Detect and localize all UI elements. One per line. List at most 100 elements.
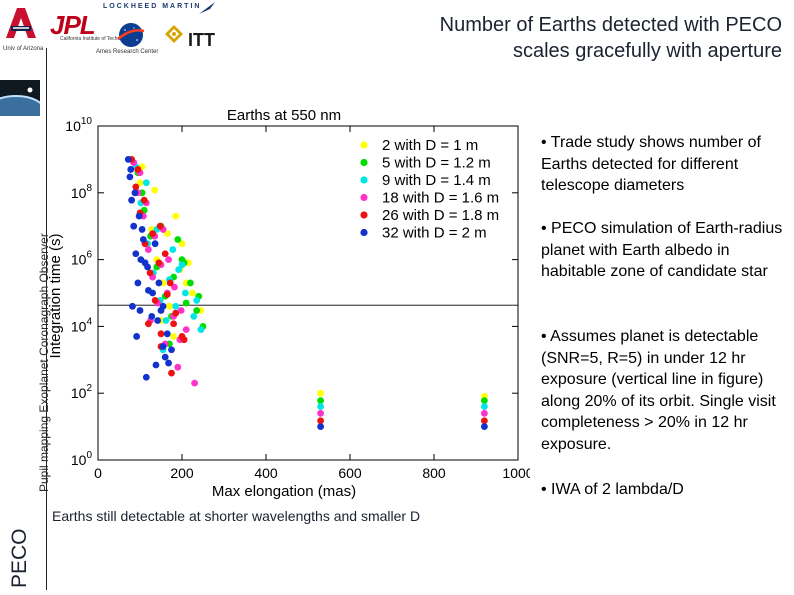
data-point [178,256,186,263]
data-point [481,409,488,417]
data-point [177,307,185,314]
data-point [132,250,140,258]
x-tick-label: 400 [254,465,278,481]
y-axis-label: Integration time (s) [47,233,64,358]
legend-marker [360,176,368,184]
data-point [151,240,159,248]
sidebar-divider [46,48,47,590]
data-point [163,291,171,298]
y-tick-label: 104 [71,316,93,334]
jpl-logo: JPL [50,10,96,40]
data-point [126,173,134,181]
x-tick-label: 800 [422,465,446,481]
data-point [189,289,196,297]
data-point [168,369,175,377]
data-point [481,423,488,430]
data-point [154,317,162,324]
data-point [187,279,194,287]
data-point [161,353,169,361]
data-point [190,312,198,320]
data-point [165,359,172,367]
data-point [139,236,147,243]
nasa-logo [117,23,145,47]
data-point [166,279,174,287]
data-point [178,261,186,269]
sidebar-title: PECO [8,528,31,588]
data-point [169,246,177,253]
data-point [127,166,135,173]
data-point [131,189,139,197]
itt-mark-icon [165,25,183,43]
data-point [172,212,180,220]
data-point [137,256,145,263]
data-point [180,336,188,344]
data-point [146,269,154,277]
data-point [163,330,171,338]
bullet-simulation: • PECO simulation of Earth-radius planet… [541,220,783,280]
data-point [170,320,178,328]
data-point [317,397,324,405]
title-line-2: scales gracefully with aperture [512,40,782,62]
data-point [170,333,178,340]
bullet-assumptions: • Assumes planet is detectable (SNR=5, R… [541,328,776,453]
legend-label: 5 with D = 1.2 m [382,155,491,172]
data-point [136,179,144,187]
data-point [142,373,150,381]
slide-title: Number of Earths detected with PECO scal… [440,12,782,64]
data-point [132,183,140,191]
ames-caption: Ames Research Center [96,49,159,55]
legend-marker [360,158,368,167]
data-point [152,361,160,369]
data-point [191,379,199,387]
data-point [175,266,183,274]
y-tick-label: 100 [71,450,93,468]
y-tick-label: 108 [71,183,93,201]
ua-caption: Univ of Arizona [3,46,44,52]
data-point [148,312,156,320]
data-point [178,240,186,248]
x-axis-label: Max elongation (mas) [212,483,356,500]
data-point [481,397,488,405]
scatter-chart: Earths at 550 nm Max elongation (mas) In… [47,107,530,500]
data-point [124,156,132,163]
data-point [134,166,142,173]
data-point [135,212,143,220]
data-point [156,222,164,230]
chart-caption: Earths still detectable at shorter wavel… [52,508,421,524]
data-point [161,250,169,258]
data-point [481,417,488,425]
data-point [130,222,138,230]
x-tick-label: 0 [94,465,102,481]
data-point [159,343,167,350]
legend-label: 18 with D = 1.6 m [382,190,499,207]
data-point [172,309,180,317]
y-tick-label: 1010 [65,116,92,134]
data-point [144,263,151,271]
chart-legend: 2 with D = 1 m5 with D = 1.2 m9 with D =… [360,137,499,242]
data-point [157,307,165,314]
y-tick-label: 102 [71,383,93,401]
jpl-caption: California Institute of Technology [60,36,133,42]
x-tick-label: 200 [170,465,194,481]
data-point [174,363,182,371]
data-point [142,179,150,187]
data-point [317,417,324,425]
x-tick-label: 600 [338,465,362,481]
data-point [317,403,324,410]
data-point [172,302,180,310]
data-point [317,409,324,417]
data-point [162,317,170,324]
data-point [165,256,172,263]
legend-marker [360,193,368,202]
legend-label: 32 with D = 2 m [382,225,487,242]
data-point [197,326,205,334]
data-point [140,196,148,204]
itt-logo: ITT [188,30,215,50]
data-point [151,297,159,304]
data-point [151,186,159,194]
x-tick-label: 1000 [502,465,530,481]
data-point [174,236,182,243]
data-point [129,302,136,310]
legend-marker [360,211,368,219]
data-point [145,246,152,253]
